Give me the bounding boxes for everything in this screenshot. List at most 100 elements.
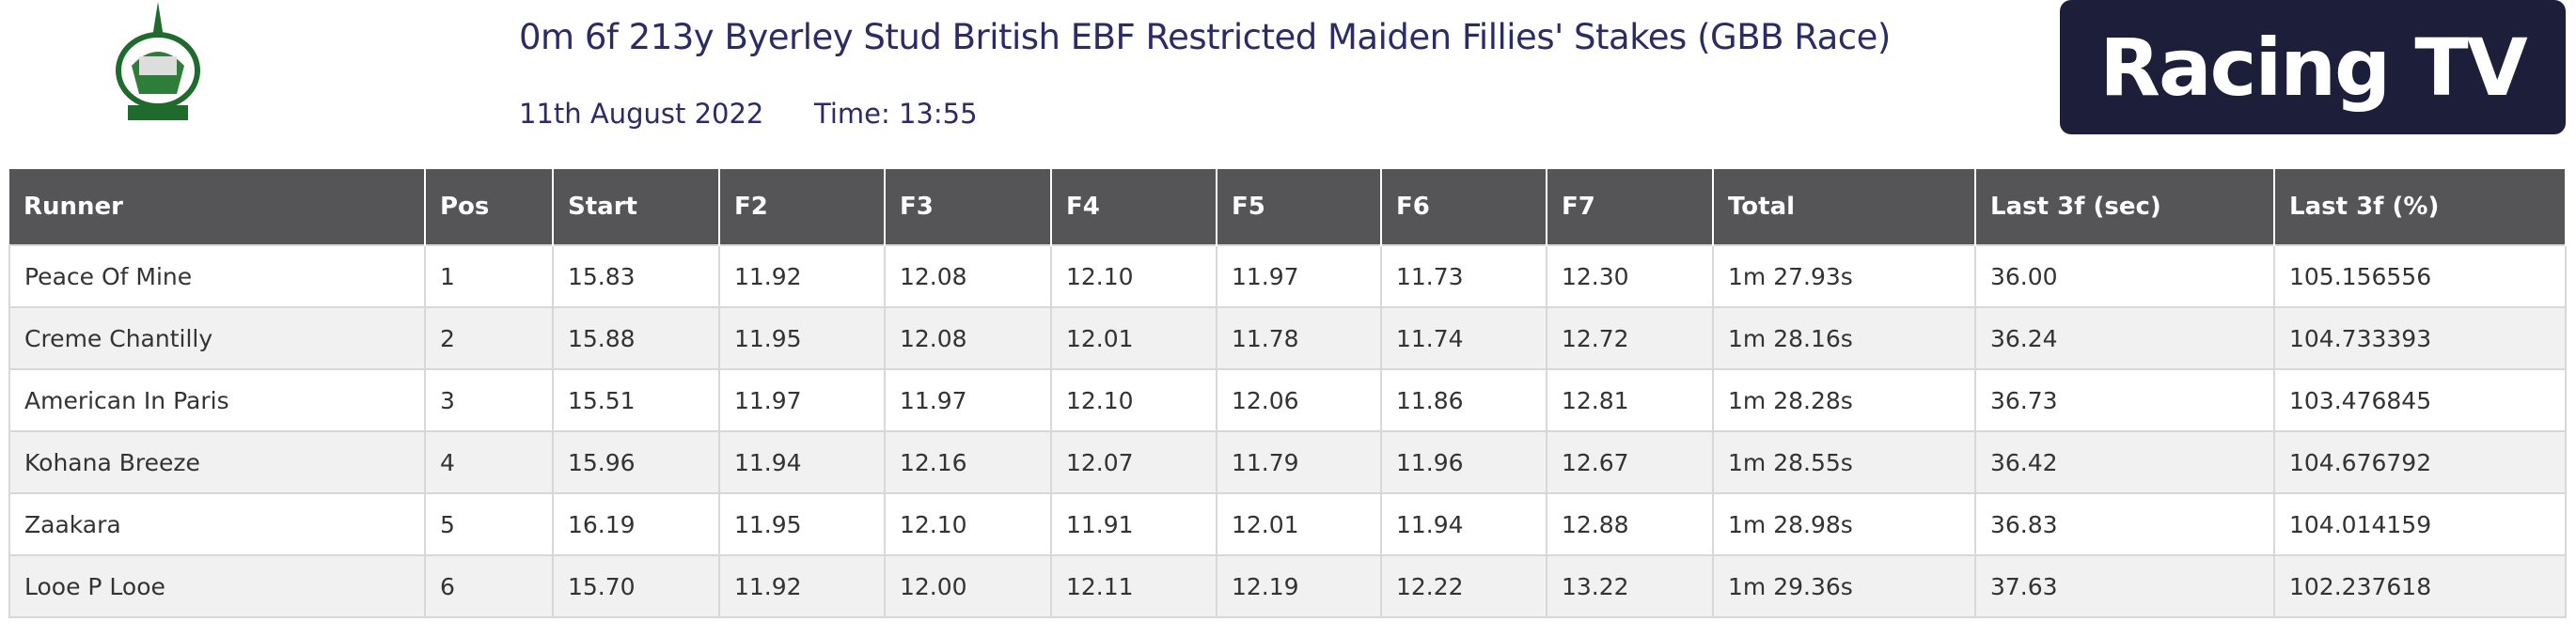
cell: 11.92 (718, 244, 886, 308)
cell: 12.10 (1050, 368, 1217, 432)
cell: 1m 28.28s (1712, 368, 1976, 432)
runner-row: Looe P Looe 6 15.70 11.92 12.00 12.11 12.19 12.… (8, 554, 2567, 618)
race-time: Time: 13:55 (814, 98, 978, 130)
cell: 1 (424, 244, 554, 308)
cell: 11.73 (1380, 244, 1547, 308)
cell: 15.70 (552, 554, 720, 618)
cell: 15.51 (552, 368, 720, 432)
cell: 12.07 (1050, 430, 1217, 494)
cell: 12.30 (1546, 244, 1714, 308)
column-header: F2 (719, 169, 886, 245)
cell: Peace Of Mine (8, 244, 426, 308)
cell: 12.67 (1546, 430, 1714, 494)
cell: 1m 28.98s (1712, 492, 1976, 556)
cell: 12.16 (884, 430, 1052, 494)
cell: 6 (424, 554, 554, 618)
column-header: Runner (9, 169, 426, 245)
cell: 12.01 (1050, 306, 1217, 370)
cell: 36.24 (1974, 306, 2275, 370)
cell: 12.10 (1050, 244, 1217, 308)
cell: 11.95 (718, 306, 886, 370)
runner-row: Peace Of Mine 1 15.83 11.92 12.08 12.10 11.97 1… (8, 244, 2567, 308)
cell: Kohana Breeze (8, 430, 426, 494)
column-header: Total (1713, 169, 1976, 245)
column-header: Last 3f (%) (2274, 169, 2567, 245)
cell: 12.72 (1546, 306, 1714, 370)
cell: 1m 28.55s (1712, 430, 1976, 494)
runner-row: American In Paris 3 15.51 11.97 11.97 12.10 12… (8, 368, 2567, 432)
column-header: F6 (1381, 169, 1547, 245)
cell: 11.95 (718, 492, 886, 556)
runner-row: Creme Chantilly 2 15.88 11.95 12.08 12.01 11.7… (8, 306, 2567, 370)
cell: 12.00 (884, 554, 1052, 618)
brand-logo: Racing TV (2060, 0, 2566, 134)
cell: 104.014159 (2273, 492, 2567, 556)
cell: 105.156556 (2273, 244, 2567, 308)
cell: 11.94 (1380, 492, 1547, 556)
cell: 11.86 (1380, 368, 1547, 432)
cell: American In Paris (8, 368, 426, 432)
cell: 103.476845 (2273, 368, 2567, 432)
cell: 12.10 (884, 492, 1052, 556)
column-header: F7 (1547, 169, 1714, 245)
column-header: Pos (425, 169, 554, 245)
cell: 11.94 (718, 430, 886, 494)
cell: 1m 27.93s (1712, 244, 1976, 308)
cell: 11.92 (718, 554, 886, 618)
cell: 102.237618 (2273, 554, 2567, 618)
column-header: Start (553, 169, 720, 245)
cell: 12.08 (884, 244, 1052, 308)
cell: 11.97 (1216, 244, 1382, 308)
cell: 11.97 (718, 368, 886, 432)
sectional-table: Runner Pos Start F2 F3 F4 F5 F6 F7 Total Last 3f (… (8, 169, 2567, 618)
header-row: Runner Pos Start F2 F3 F4 F5 F6 F7 Total Last 3f (… (9, 169, 2567, 245)
cell: 11.78 (1216, 306, 1382, 370)
cell: 12.88 (1546, 492, 1714, 556)
cell: 2 (424, 306, 554, 370)
cell: 37.63 (1974, 554, 2275, 618)
cell: Looe P Looe (8, 554, 426, 618)
cell: 16.19 (552, 492, 720, 556)
cell: 4 (424, 430, 554, 494)
race-title: 0m 6f 213y Byerley Stud British EBF Rest… (519, 17, 1891, 57)
cell: 12.06 (1216, 368, 1382, 432)
cell: 36.83 (1974, 492, 2275, 556)
column-header: F5 (1217, 169, 1382, 245)
cell: 36.73 (1974, 368, 2275, 432)
column-header: F4 (1051, 169, 1217, 245)
runner-row: Kohana Breeze 4 15.96 11.94 12.16 12.07 11.79 1… (8, 430, 2567, 494)
cell: 12.01 (1216, 492, 1382, 556)
cell: 11.74 (1380, 306, 1547, 370)
cell: 3 (424, 368, 554, 432)
cell: 15.83 (552, 244, 720, 308)
cell: 1m 29.36s (1712, 554, 1976, 618)
cell: 11.79 (1216, 430, 1382, 494)
cell: 104.733393 (2273, 306, 2567, 370)
cell: 11.97 (884, 368, 1052, 432)
cell: 104.676792 (2273, 430, 2567, 494)
club-logo (116, 2, 200, 120)
runner-row: Zaakara 5 16.19 11.95 12.10 11.91 12.01 11.94 12… (8, 492, 2567, 556)
cell: Zaakara (8, 492, 426, 556)
cell: 12.22 (1380, 554, 1547, 618)
cell: 12.81 (1546, 368, 1714, 432)
column-header: Last 3f (sec) (1975, 169, 2275, 245)
cell: 13.22 (1546, 554, 1714, 618)
table-head: Runner Pos Start F2 F3 F4 F5 F6 F7 Total Last 3f (… (9, 169, 2567, 245)
cell: 36.42 (1974, 430, 2275, 494)
cell: 12.19 (1216, 554, 1382, 618)
cell: 15.88 (552, 306, 720, 370)
cell: 12.08 (884, 306, 1052, 370)
cell: 5 (424, 492, 554, 556)
cell: 12.11 (1050, 554, 1217, 618)
cell: 1m 28.16s (1712, 306, 1976, 370)
race-date: 11th August 2022 (519, 98, 764, 130)
cell: Creme Chantilly (8, 306, 426, 370)
cell: 11.96 (1380, 430, 1547, 494)
column-header: F3 (885, 169, 1052, 245)
cell: 15.96 (552, 430, 720, 494)
cell: 36.00 (1974, 244, 2275, 308)
table-body: Peace Of Mine 1 15.83 11.92 12.08 12.10 11.97 1… (8, 244, 2567, 618)
cell: 11.91 (1050, 492, 1217, 556)
